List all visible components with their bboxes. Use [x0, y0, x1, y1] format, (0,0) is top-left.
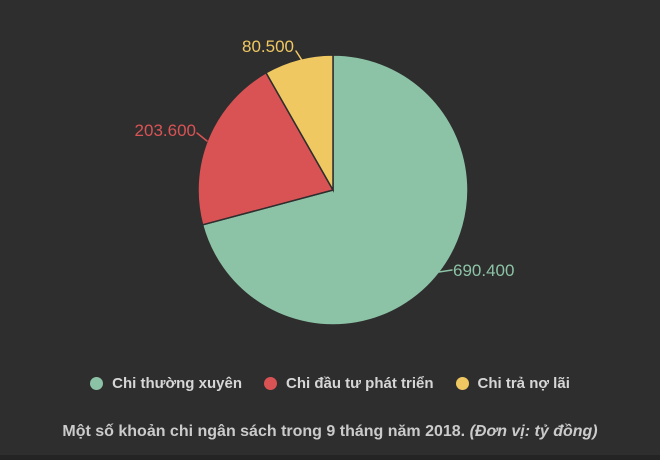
pie-slices: [197, 54, 469, 326]
legend-item-chi-tra-no-lai[interactable]: Chi trả nợ lãi: [455, 375, 570, 392]
legend-item-label: Chi thường xuyên: [112, 375, 242, 392]
bottom-strip: [0, 455, 660, 460]
legend-item-chi-thuong-xuyen[interactable]: Chi thường xuyên: [90, 375, 242, 392]
slice-value-label-green: 690.400: [453, 261, 515, 280]
chart-title-unit-note: (Đơn vị: tỷ đồng): [469, 423, 598, 440]
pie-slice-1[interactable]: [197, 71, 335, 226]
leader-line-yellow: [295, 50, 306, 66]
legend-marker-green-icon: [90, 377, 104, 390]
legend-item-label: Chi trả nợ lãi: [477, 375, 570, 392]
legend-marker-yellow-icon: [455, 377, 469, 390]
slice-value-label-yellow: 80.500: [242, 37, 294, 56]
legend: Chi thường xuyên Chi đầu tư phát triển C…: [0, 375, 660, 392]
legend-item-chi-dau-tu-phat-trien[interactable]: Chi đầu tư phát triển: [263, 375, 434, 392]
label-leader-lines: [196, 50, 453, 273]
leader-line-red: [196, 132, 208, 142]
slice-value-label-red: 203.600: [134, 121, 196, 140]
leader-line-green: [438, 269, 453, 273]
chart-title: Một số khoản chi ngân sách trong 9 tháng…: [0, 423, 660, 441]
legend-marker-red-icon: [263, 377, 277, 390]
pie-slice-2[interactable]: [265, 54, 334, 193]
chart-title-text: Một số khoản chi ngân sách trong 9 tháng…: [62, 423, 466, 440]
legend-item-label: Chi đầu tư phát triển: [285, 375, 434, 392]
